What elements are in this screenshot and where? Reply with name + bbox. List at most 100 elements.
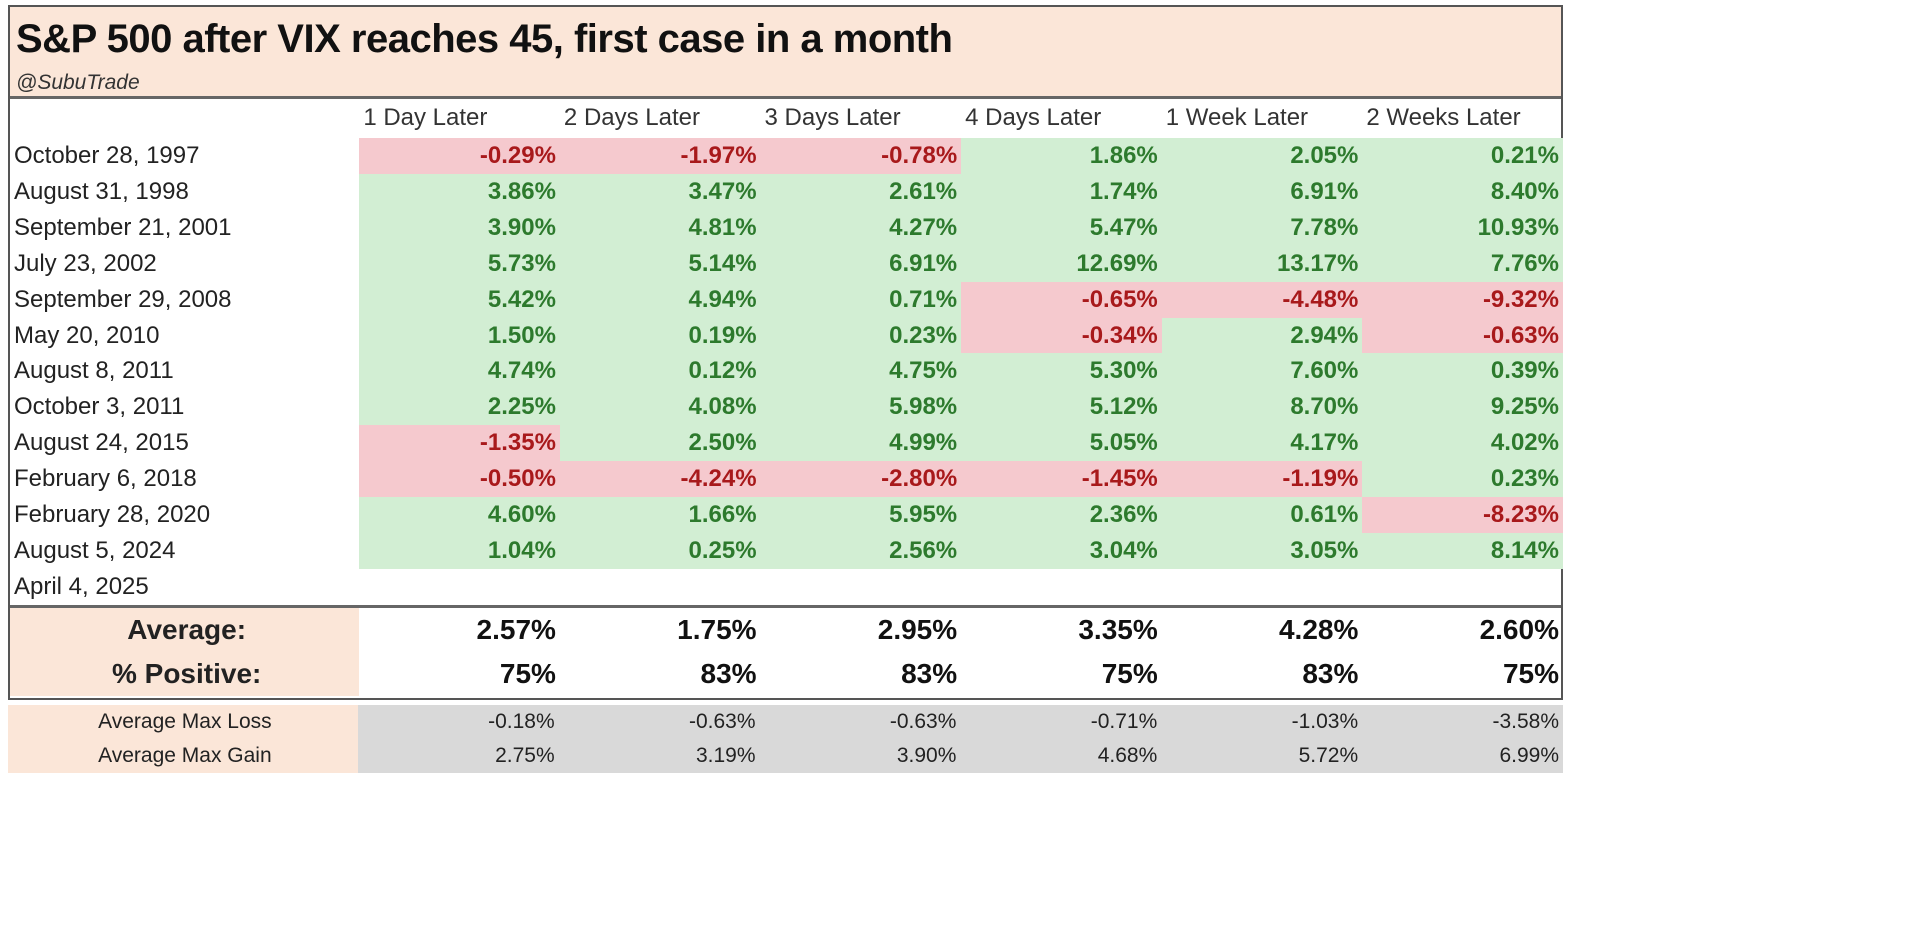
table-row: July 23, 2002 5.73% 5.14% 6.91% 12.69% 13.17%… xyxy=(10,245,1563,282)
value-cell: 0.19% xyxy=(559,317,761,354)
value-cell: 8.40% xyxy=(1362,173,1563,210)
value-cell: -0.34% xyxy=(961,317,1162,354)
value-cell: 4.02% xyxy=(1362,425,1563,462)
table-row: February 6, 2018 -0.50% -4.24% -2.80% -1.45%… xyxy=(10,461,1563,498)
table-row: August 31, 1998 3.86% 3.47% 2.61% 1.74% 6.91%… xyxy=(10,173,1563,210)
stats-value: 5.72% xyxy=(1161,739,1363,773)
value-cell: -1.97% xyxy=(559,138,761,174)
stats-value: 6.99% xyxy=(1362,739,1564,773)
table-row: October 28, 1997 -0.29% -1.97% -0.78% 1.86% 2… xyxy=(10,138,1563,174)
table-row: September 21, 2001 3.90% 4.81% 4.27% 5.47% 7.… xyxy=(10,209,1563,246)
value-cell: 3.90% xyxy=(359,209,560,246)
value-cell: 5.05% xyxy=(961,425,1162,462)
stats-value: -0.18% xyxy=(357,705,559,739)
value-cell xyxy=(1162,569,1363,605)
stats-value: 3.90% xyxy=(759,739,961,773)
value-cell: -0.63% xyxy=(1362,317,1563,354)
value-cell: 4.74% xyxy=(359,353,560,390)
table-row: August 8, 2011 4.74% 0.12% 4.75% 5.30% 7.60% 0… xyxy=(10,353,1563,390)
value-cell: 10.93% xyxy=(1362,209,1563,246)
row-date: September 29, 2008 xyxy=(14,285,232,313)
value-cell: 1.50% xyxy=(359,317,560,354)
column-header: 2 Days Later xyxy=(563,104,700,131)
value-cell: 7.60% xyxy=(1161,353,1363,390)
value-cell: 3.86% xyxy=(359,173,560,210)
value-cell: 7.76% xyxy=(1362,245,1563,282)
value-cell: -4.24% xyxy=(559,461,761,498)
value-cell: 4.17% xyxy=(1161,425,1363,462)
value-cell: 3.47% xyxy=(559,173,761,210)
value-cell: 5.73% xyxy=(359,245,560,282)
value-cell: 13.17% xyxy=(1161,245,1363,282)
row-date: October 28, 1997 xyxy=(14,142,200,169)
column-header: 3 Days Later xyxy=(764,104,901,131)
stats-value: -3.58% xyxy=(1362,705,1564,739)
summary-row: % Positive: 75% 83% 83% 75% 83% 75% xyxy=(10,652,1563,696)
value-cell: 8.14% xyxy=(1362,532,1563,569)
row-date: February 6, 2018 xyxy=(14,465,197,493)
summary-value: 2.95% xyxy=(877,614,958,645)
summary-value: 2.57% xyxy=(476,614,556,645)
value-cell: 0.21% xyxy=(1362,138,1563,174)
value-cell: -1.45% xyxy=(961,461,1162,498)
value-cell: 12.69% xyxy=(961,245,1162,282)
stats-value: 3.19% xyxy=(558,739,760,773)
value-cell: 5.98% xyxy=(760,389,962,426)
table-row: August 5, 2024 1.04% 0.25% 2.56% 3.04% 3.05% 8… xyxy=(10,532,1563,569)
value-cell: -8.23% xyxy=(1362,497,1563,533)
table-row: October 3, 2011 2.25% 4.08% 5.98% 5.12% 8.70%… xyxy=(10,389,1563,426)
row-date: February 28, 2020 xyxy=(14,501,211,528)
value-cell: 5.42% xyxy=(359,281,560,318)
summary-value: 83% xyxy=(700,658,757,689)
stats-section: Average Max Loss -0.18% -0.63% -0.63% -0.71%… xyxy=(8,705,1564,773)
stats-value: 4.68% xyxy=(960,739,1162,773)
value-cell: -4.48% xyxy=(1161,281,1363,318)
stats-row: Average Max Loss -0.18% -0.63% -0.63% -0.71%… xyxy=(8,705,1564,739)
table-row: August 24, 2015 -1.35% 2.50% 4.99% 5.05% 4.17… xyxy=(10,425,1563,462)
value-cell: 0.12% xyxy=(559,353,761,390)
table-row: May 20, 2010 1.50% 0.19% 0.23% -0.34% 2.94% -0… xyxy=(10,317,1563,354)
value-cell: 4.27% xyxy=(760,209,962,246)
value-cell: 1.86% xyxy=(961,138,1162,174)
value-cell: 4.99% xyxy=(760,425,962,462)
row-date: September 21, 2001 xyxy=(14,213,232,241)
table-title: S&P 500 after VIX reaches 45, first case… xyxy=(16,17,953,61)
stats-value: -0.63% xyxy=(558,705,760,739)
stats-value: -1.03% xyxy=(1161,705,1363,739)
table-row: September 29, 2008 5.42% 4.94% 0.71% -0.65% -… xyxy=(10,281,1563,318)
value-cell: 2.56% xyxy=(760,532,962,569)
value-cell: -1.19% xyxy=(1161,461,1363,498)
value-cell: 2.61% xyxy=(760,173,962,210)
summary-value: 75% xyxy=(1502,658,1559,689)
value-cell: 4.75% xyxy=(760,353,962,390)
value-cell xyxy=(761,569,962,605)
column-header: 4 Days Later xyxy=(965,104,1102,131)
value-cell: 2.36% xyxy=(961,497,1162,533)
summary-value: 3.35% xyxy=(1078,614,1158,645)
value-cell: 6.91% xyxy=(760,245,962,282)
summary-label: Average: xyxy=(10,608,360,652)
column-header: 2 Weeks Later xyxy=(1366,104,1521,131)
row-date: October 3, 2011 xyxy=(14,393,185,421)
summary-value: 83% xyxy=(1302,658,1359,689)
title-bar: S&P 500 after VIX reaches 45, first case… xyxy=(10,7,1561,99)
value-cell: -0.78% xyxy=(760,138,962,174)
value-cell: 5.14% xyxy=(559,245,761,282)
value-cell: 0.25% xyxy=(559,532,761,569)
column-header: 1 Week Later xyxy=(1165,104,1309,131)
value-cell: 3.04% xyxy=(961,532,1162,569)
value-cell: 2.94% xyxy=(1161,317,1363,354)
value-cell: 1.04% xyxy=(359,532,560,569)
value-cell: 0.23% xyxy=(1362,461,1563,498)
value-cell: -9.32% xyxy=(1362,281,1563,318)
row-date: July 23, 2002 xyxy=(14,249,157,277)
value-cell: -0.50% xyxy=(359,461,560,498)
value-cell xyxy=(359,569,560,605)
stats-value: 2.75% xyxy=(357,739,559,773)
value-cell: 5.30% xyxy=(961,353,1162,390)
value-cell: 0.39% xyxy=(1362,353,1563,390)
row-date: May 20, 2010 xyxy=(14,321,160,349)
results-table: S&P 500 after VIX reaches 45, first case… xyxy=(8,5,1563,700)
row-date: April 4, 2025 xyxy=(14,572,149,600)
value-cell: 4.60% xyxy=(359,497,560,533)
